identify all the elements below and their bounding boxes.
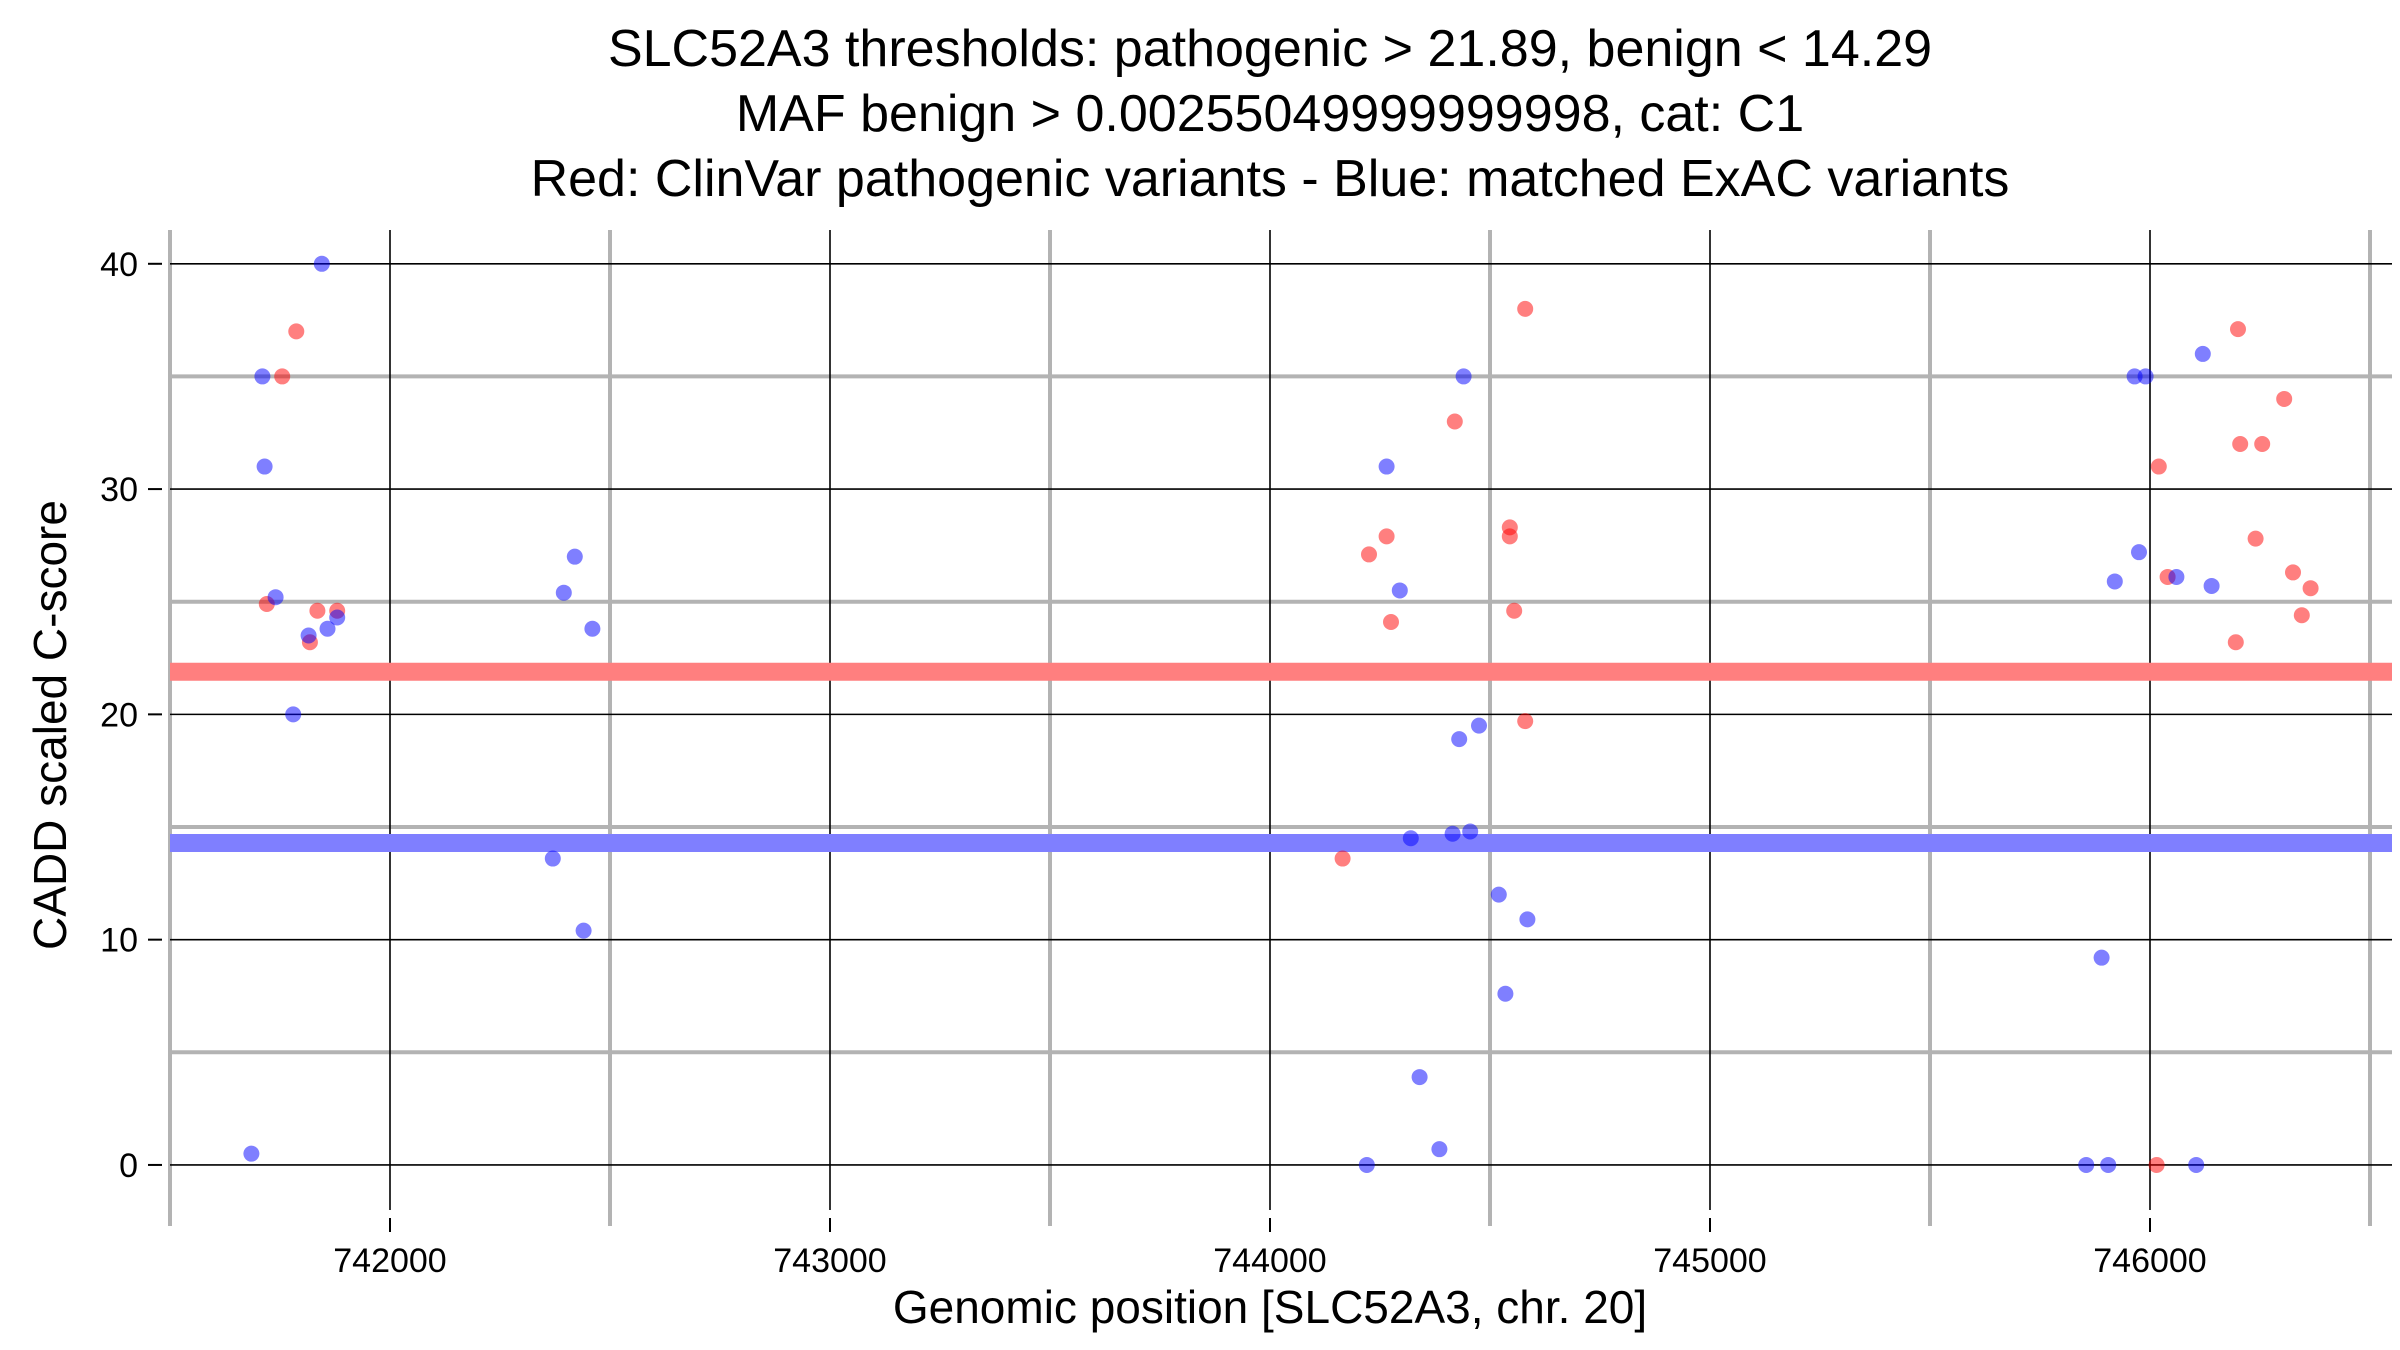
exac-point: [1402, 830, 1419, 847]
clinvar-point: [1506, 602, 1523, 619]
threshold-lines: [170, 662, 2392, 853]
clinvar-point: [274, 368, 291, 385]
x-axis: 742000 743000 744000 745000 746000: [333, 1218, 2207, 1280]
exac-point: [2194, 345, 2211, 362]
clinvar-point: [2150, 458, 2167, 475]
exac-point: [1444, 825, 1461, 842]
clinvar-point: [2232, 436, 2249, 453]
exac-point: [254, 368, 271, 385]
exac-point: [2093, 949, 2110, 966]
clinvar-point: [288, 323, 305, 340]
exac-point: [2188, 1156, 2205, 1173]
y-tick-label: 0: [119, 1147, 138, 1185]
y-axis: 0 10 20 30 40: [100, 246, 162, 1185]
exac-point: [300, 627, 317, 644]
x-axis-title: Genomic position [SLC52A3, chr. 20]: [893, 1281, 1647, 1333]
clinvar-point: [2302, 580, 2319, 597]
exac-point: [1490, 886, 1507, 903]
clinvar-point: [1517, 713, 1534, 730]
exac-point: [1497, 985, 1514, 1002]
exac-point: [1462, 823, 1479, 840]
major-grid: [170, 230, 2392, 1210]
x-tick-label: 746000: [2093, 1242, 2206, 1280]
clinvar-point: [1383, 614, 1399, 630]
exac-point: [2203, 577, 2220, 594]
exac-point: [575, 922, 592, 939]
x-tick-label: 743000: [773, 1242, 886, 1280]
exac-point: [285, 706, 302, 723]
clinvar-point: [2247, 530, 2264, 547]
clinvar-point: [2254, 436, 2271, 453]
exac-point: [2106, 573, 2123, 590]
clinvar-point: [2230, 321, 2246, 338]
title-line-3: Red: ClinVar pathogenic variants - Blue:…: [531, 150, 2010, 208]
clinvar-point: [2276, 390, 2293, 407]
exac-point: [1455, 368, 1472, 385]
exac-point: [267, 589, 284, 606]
clinvar-point: [1446, 413, 1463, 430]
exac-point: [1471, 717, 1487, 734]
exac-point: [1519, 911, 1536, 928]
exac-point: [555, 584, 572, 601]
exac-point: [2078, 1156, 2095, 1173]
exac-point: [566, 548, 583, 565]
exac-point: [1358, 1156, 1375, 1173]
title-line-1: SLC52A3 thresholds: pathogenic > 21.89, …: [608, 20, 1932, 78]
exac-point: [1378, 458, 1395, 475]
exac-point: [1411, 1069, 1428, 1086]
minor-grid: [168, 230, 2392, 1226]
exac-point: [2168, 568, 2185, 585]
clinvar-point: [1501, 528, 1518, 545]
clinvar-point: [1361, 546, 1377, 563]
exac-point: [1451, 731, 1468, 748]
title-line-2: MAF benign > 0.00255049999999998, cat: C…: [736, 85, 1804, 143]
y-tick-label: 10: [100, 922, 138, 960]
exac-point: [2131, 544, 2147, 561]
exac-point: [544, 850, 561, 867]
y-tick-label: 30: [100, 471, 138, 509]
exac-point: [1431, 1141, 1448, 1158]
chart-title: SLC52A3 thresholds: pathogenic > 21.89, …: [531, 20, 2010, 208]
exac-point: [584, 620, 601, 637]
exac-point: [319, 620, 336, 637]
clinvar-point: [1334, 850, 1351, 867]
exac-point: [243, 1145, 260, 1162]
clinvar-point: [1378, 528, 1395, 545]
exac-point: [256, 458, 273, 475]
x-tick-label: 745000: [1653, 1242, 1766, 1280]
exac-point: [2137, 368, 2154, 385]
exac-point: [1391, 582, 1408, 599]
x-tick-label: 742000: [333, 1242, 446, 1280]
clinvar-point: [2227, 634, 2244, 651]
exac-point: [329, 609, 346, 626]
y-tick-label: 20: [100, 696, 138, 734]
clinvar-point: [2293, 607, 2310, 624]
y-tick-label: 40: [100, 246, 138, 284]
exac-point: [313, 255, 330, 272]
clinvar-point: [309, 602, 326, 619]
x-tick-label: 744000: [1213, 1242, 1326, 1280]
data-points: [243, 255, 2319, 1173]
exac-point: [2126, 368, 2143, 385]
clinvar-point: [2148, 1156, 2165, 1173]
exac-point: [2100, 1156, 2117, 1173]
y-axis-title: CADD scaled C-score: [24, 500, 76, 950]
clinvar-point: [1517, 300, 1534, 317]
clinvar-point: [2285, 564, 2301, 581]
